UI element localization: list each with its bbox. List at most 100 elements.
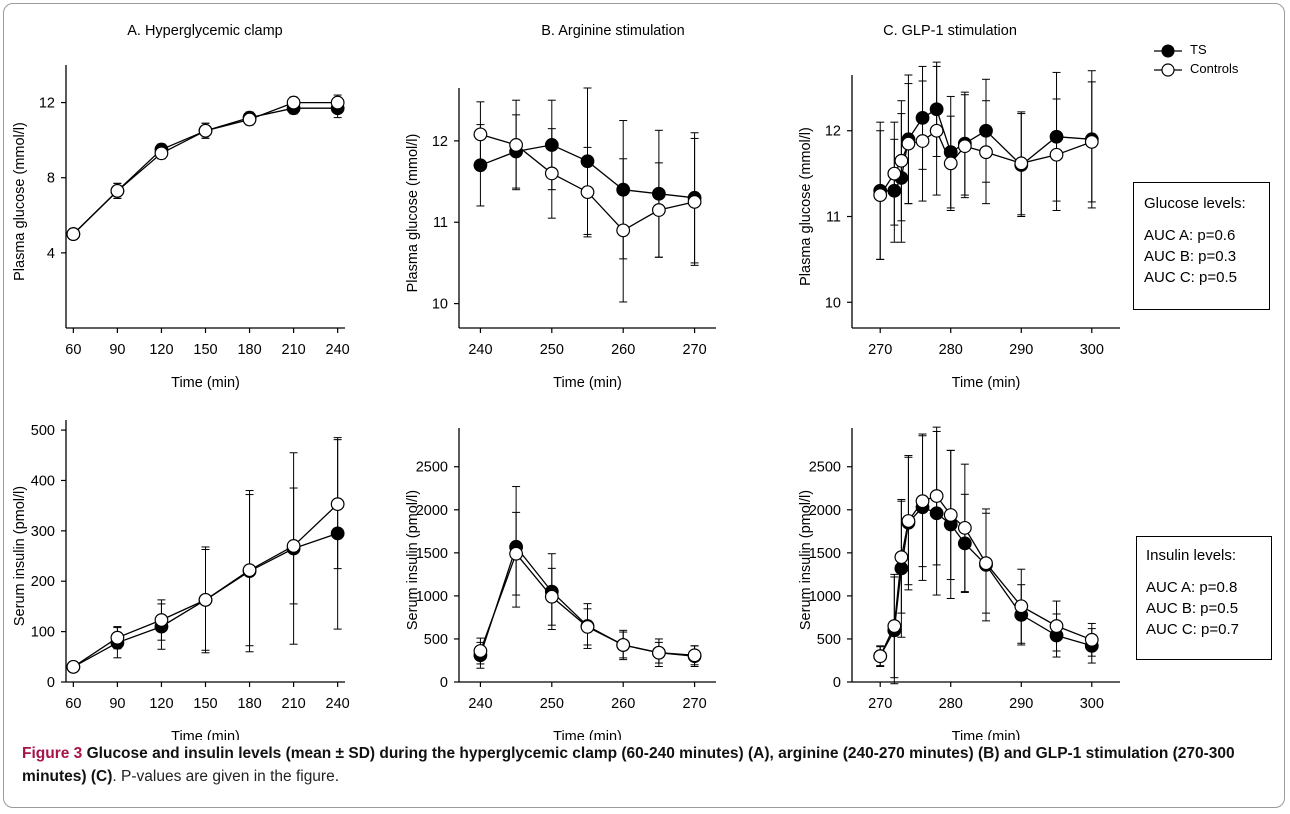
x-tick-label: 280	[939, 696, 963, 712]
data-point-controls	[1014, 599, 1029, 614]
data-point-controls	[687, 648, 702, 663]
data-point-controls	[873, 188, 888, 202]
y-tick-label: 300	[31, 524, 55, 540]
chart-title: C. GLP-1 stimulation	[883, 23, 1017, 39]
data-point-controls	[979, 556, 993, 571]
data-point-ts	[616, 182, 631, 197]
data-point-controls	[915, 494, 930, 509]
data-point-controls	[509, 546, 524, 561]
data-point-controls	[544, 589, 559, 604]
data-point-controls	[887, 619, 902, 633]
x-tick-label: 60	[65, 696, 81, 712]
x-tick-label: 260	[611, 342, 635, 358]
legend: TS Controls	[1152, 41, 1272, 81]
data-point-ts	[580, 154, 595, 169]
data-point-controls	[286, 539, 301, 553]
x-tick-label: 150	[193, 696, 217, 712]
chart-title: A. Hyperglycemic clamp	[127, 23, 283, 39]
insulin-pvalue-box: Insulin levels: AUC A: p=0.8 AUC B: p=0.…	[1136, 536, 1272, 660]
figure-caption: Figure 3 Glucose and insulin levels (mea…	[22, 742, 1272, 788]
y-tick-label: 1500	[416, 546, 448, 562]
x-axis-label: Time (min)	[553, 729, 622, 740]
figure-frame	[3, 3, 1285, 808]
data-point-ts	[915, 110, 930, 125]
x-tick-label: 180	[237, 696, 261, 712]
data-point-ts	[887, 183, 902, 198]
data-point-controls	[894, 550, 909, 565]
x-tick-label: 120	[149, 696, 173, 712]
data-point-controls	[894, 153, 909, 168]
data-point-controls	[544, 166, 559, 181]
x-tick-label: 250	[540, 342, 564, 358]
caption-rest-text: . P-values are given in the figure.	[112, 768, 340, 785]
glucose-box-line: AUC B: p=0.3	[1144, 248, 1237, 265]
y-tick-label: 4	[47, 246, 55, 262]
y-tick-label: 12	[39, 96, 55, 112]
data-point-controls	[473, 127, 488, 142]
y-tick-label: 500	[817, 632, 841, 648]
x-tick-label: 240	[326, 342, 350, 358]
y-axis-label: Plasma glucose (mmol/l)	[798, 127, 814, 286]
data-point-ts	[544, 138, 559, 152]
data-point-controls	[110, 630, 125, 645]
x-tick-label: 120	[149, 342, 173, 358]
legend-controls-marker	[1154, 63, 1182, 77]
x-tick-label: 180	[237, 342, 261, 358]
x-tick-label: 150	[193, 342, 217, 358]
data-point-controls	[66, 227, 81, 241]
chart-A-glucose: A. Hyperglycemic clamp 4 8 12 60 90 120 150 180 2…	[12, 23, 350, 391]
glucose-pvalue-box: Glucose levels: AUC A: p=0.6 AUC B: p=0.…	[1133, 182, 1270, 310]
data-point-controls	[901, 136, 916, 151]
x-axis-label: Time (min)	[171, 375, 240, 391]
x-tick-label: 210	[282, 696, 306, 712]
x-tick-label: 300	[1080, 342, 1104, 358]
data-point-controls	[616, 638, 631, 652]
y-tick-label: 400	[31, 473, 55, 489]
y-tick-label: 10	[432, 297, 448, 313]
data-point-controls	[330, 497, 345, 512]
chart-C-insulin: 0 500 1000 1500 2000 2500 270 280 290 300 Time (mi…	[798, 426, 1120, 740]
chart-title: B. Arginine stimulation	[541, 23, 684, 39]
data-point-controls	[1049, 619, 1064, 633]
x-axis-label: Time (min)	[952, 729, 1021, 740]
x-tick-label: 280	[939, 342, 963, 358]
data-point-controls	[580, 619, 595, 634]
data-point-controls	[198, 592, 213, 607]
y-tick-label: 0	[440, 675, 448, 691]
y-axis-label: Serum insulin (pmol/l)	[798, 490, 814, 630]
insulin-box-line: AUC A: p=0.8	[1146, 579, 1238, 596]
y-tick-label: 2000	[809, 503, 841, 519]
y-tick-label: 500	[424, 632, 448, 648]
data-point-controls	[66, 659, 81, 674]
data-point-controls	[943, 508, 958, 522]
x-tick-label: 270	[682, 342, 706, 358]
x-tick-label: 270	[682, 696, 706, 712]
insulin-box-line: AUC B: p=0.5	[1146, 600, 1239, 617]
data-point-ts	[929, 102, 944, 117]
x-tick-label: 260	[611, 696, 635, 712]
data-point-controls	[873, 649, 888, 664]
y-tick-label: 12	[432, 134, 448, 150]
x-tick-label: 240	[326, 696, 350, 712]
data-point-controls	[154, 613, 169, 627]
x-tick-label: 270	[868, 342, 892, 358]
y-tick-label: 2500	[416, 460, 448, 476]
y-tick-label: 1000	[809, 589, 841, 605]
y-tick-label: 100	[31, 625, 55, 641]
y-tick-label: 2500	[809, 460, 841, 476]
y-axis-label: Serum insulin (pmol/l)	[12, 486, 28, 626]
data-point-controls	[1084, 134, 1099, 149]
x-tick-label: 300	[1080, 696, 1104, 712]
insulin-box-title: Insulin levels:	[1146, 547, 1237, 564]
data-point-ts	[979, 123, 993, 138]
data-point-controls	[580, 185, 595, 200]
y-tick-label: 0	[833, 675, 841, 691]
data-point-controls	[509, 138, 524, 152]
data-point-controls	[929, 123, 944, 138]
data-point-controls	[110, 183, 125, 198]
x-tick-label: 90	[109, 696, 125, 712]
data-point-controls	[1014, 156, 1029, 171]
data-point-controls	[330, 95, 345, 110]
data-point-ts	[929, 506, 944, 521]
